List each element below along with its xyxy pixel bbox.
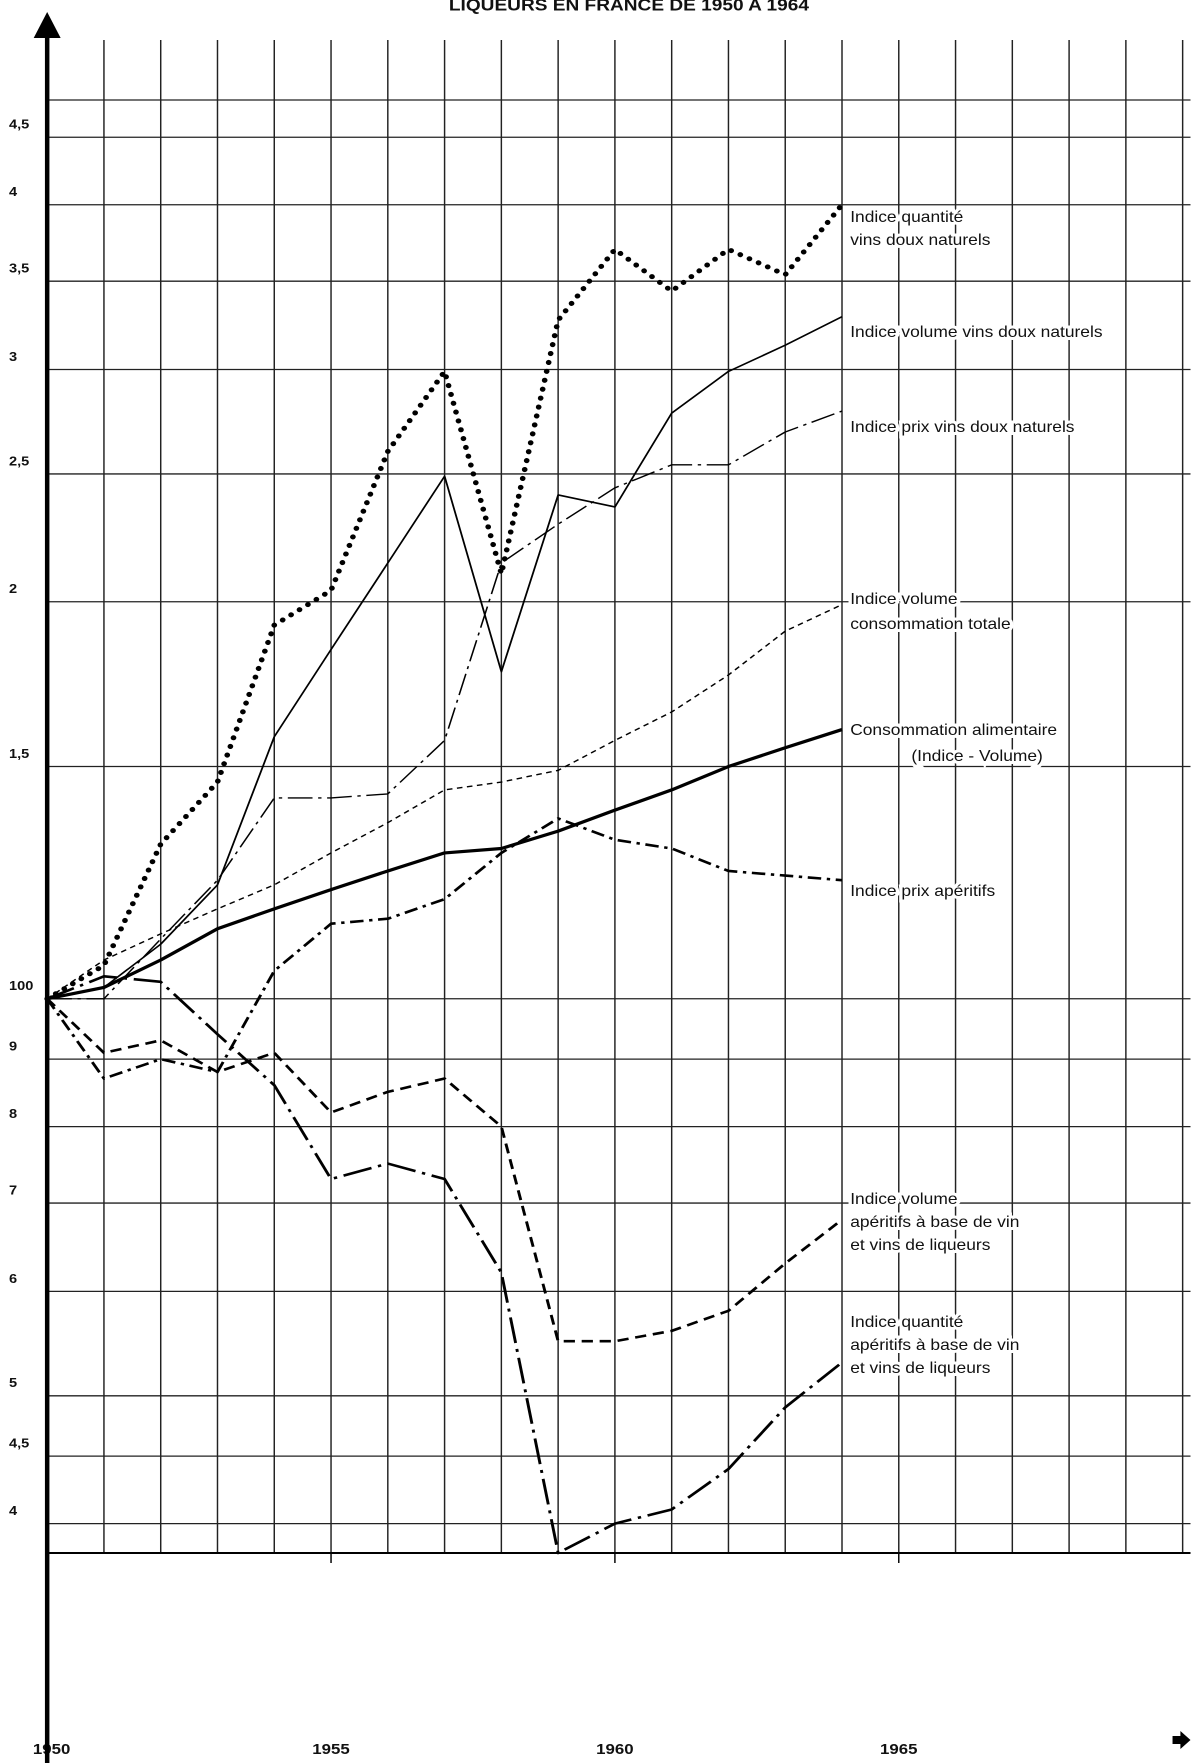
y-tick-label: 3,5 xyxy=(9,260,30,275)
series-line xyxy=(47,410,843,1000)
chart-title: LIQUEURS EN FRANCE DE 1950 A 1964 xyxy=(449,0,809,14)
legend-label: Indice quantité xyxy=(850,1314,963,1331)
y-tick-label: 4,5 xyxy=(9,116,30,131)
legend-label: Indice prix vins doux naturels xyxy=(850,419,1074,436)
x-tick-label: 1960 xyxy=(596,1742,634,1758)
series-line xyxy=(46,728,843,1001)
legend-label: Indice volume vins doux naturels xyxy=(850,324,1102,341)
legend-label: apéritifs à base de vin xyxy=(850,1337,1019,1354)
legend-label: (Indice - Volume) xyxy=(911,748,1042,765)
legend-label: Indice volume xyxy=(850,1191,957,1208)
x-axis-arrow xyxy=(1172,1731,1191,1749)
series-line xyxy=(46,997,843,1343)
x-tick-label: 1950 xyxy=(33,1742,71,1758)
y-tick-label: 8 xyxy=(9,1106,17,1121)
y-tick-label: 7 xyxy=(9,1182,17,1197)
legend-label: et vins de liqueurs xyxy=(850,1360,990,1377)
legend-label: Indice volume xyxy=(850,591,957,608)
y-tick-label: 1,5 xyxy=(9,746,30,761)
y-tick-label: 2 xyxy=(9,581,17,596)
legend-label: vins doux naturels xyxy=(850,232,990,249)
y-tick-label: 9 xyxy=(9,1038,17,1053)
series-line xyxy=(46,975,843,1555)
lines xyxy=(44,202,845,1555)
x-tick-label: 1955 xyxy=(312,1742,350,1758)
y-tick-label: 4 xyxy=(9,1503,17,1518)
legend-label: Indice quantité xyxy=(850,209,963,226)
series-line xyxy=(46,604,843,1000)
series-line xyxy=(45,817,843,1080)
y-axis-arrow xyxy=(33,12,61,38)
y-tick-label: 5 xyxy=(9,1375,17,1390)
y-tick-label: 3 xyxy=(9,349,17,364)
legend-label: apéritifs à base de vin xyxy=(850,1214,1019,1231)
y-tick-label: 6 xyxy=(9,1271,17,1286)
legend-label: et vins de liqueurs xyxy=(850,1237,990,1254)
series-line xyxy=(44,202,845,1002)
y-tick-label: 2,5 xyxy=(9,453,30,468)
y-tick-label: 4 xyxy=(9,184,17,199)
y-tick-label: 100 xyxy=(9,978,34,993)
y-tick-label: 4,5 xyxy=(9,1435,30,1450)
legend-label: Indice prix apéritifs xyxy=(850,883,995,900)
x-tick-label: 1965 xyxy=(880,1742,918,1758)
labels: Indice quantité vins doux naturels Indice … xyxy=(847,206,1106,1380)
grid: 4 4,5 5 6 7 8 9 100 1,5 2 2,5 3 3,5 4 4,5 1950 1955 1960 1… xyxy=(9,30,1191,1763)
series-line xyxy=(46,315,843,1000)
legend-label: Consommation alimentaire xyxy=(850,722,1057,739)
legend-label: consommation totale xyxy=(850,616,1011,633)
